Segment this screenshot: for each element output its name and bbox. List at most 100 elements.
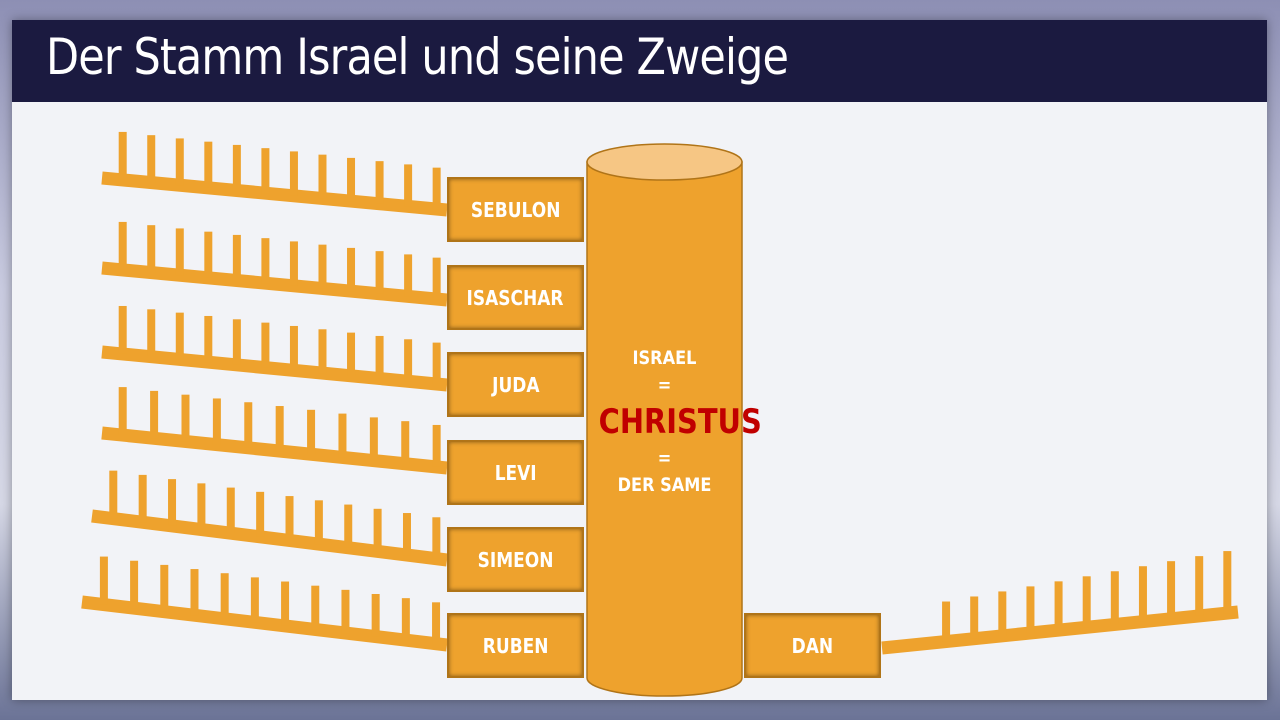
comb-tooth [150,390,159,439]
trunk-line-israel: ISRAEL [632,347,697,369]
comb-tooth [432,342,441,385]
comb-tooth [232,144,241,191]
branch-dan: DAN [744,613,881,678]
comb-bar [91,509,448,567]
comb-tooth [118,221,127,270]
comb-tooth [942,601,951,642]
comb-tooth [314,500,323,545]
comb-tooth [244,402,253,448]
comb-tooth [204,315,213,363]
comb-tooth [347,332,356,376]
trunk-equals: = [657,447,672,469]
trunk-highlight-christus: CHRISTUS [598,402,762,442]
comb-tooth [232,319,241,365]
comb-tooth [204,231,213,278]
comb-bar [101,171,448,217]
comb-tooth [347,157,356,202]
comb-tooth [118,131,127,180]
branch-comb [101,305,448,392]
branch-comb [91,470,448,567]
branch-label: ISASCHAR [467,285,564,310]
comb-tooth [138,474,147,523]
branch-ruben: RUBEN [447,613,584,678]
comb-tooth [371,593,380,637]
branch-comb [881,551,1239,655]
comb-tooth [1138,566,1147,622]
comb-tooth [373,508,382,552]
comb-tooth [147,225,156,273]
comb-tooth [289,325,298,371]
comb-tooth [289,241,298,286]
comb-tooth [432,602,441,644]
branch-comb [101,387,448,475]
comb-tooth [404,164,413,207]
branch-comb [101,221,448,307]
comb-tooth [401,598,410,641]
branch-comb [81,556,448,652]
branch-isaschar: ISASCHAR [447,265,584,330]
comb-tooth [432,424,441,467]
comb-tooth [147,309,156,357]
comb-tooth [311,585,320,630]
comb-tooth [1223,551,1232,614]
comb-tooth [190,569,199,616]
branch-simeon: SIMEON [447,527,584,592]
comb-bar [81,595,448,652]
comb-tooth [1110,571,1119,625]
comb-tooth [226,487,235,534]
branch-label: SIMEON [477,547,554,572]
comb-tooth [261,322,270,368]
comb-tooth [175,228,184,276]
branch-juda: JUDA [447,352,584,417]
comb-bar [101,426,448,475]
comb-tooth [160,564,169,612]
comb-tooth [432,167,441,210]
comb-tooth [109,470,118,519]
comb-tooth [432,257,441,300]
comb-tooth [261,238,270,284]
comb-tooth [147,135,156,183]
comb-tooth [341,589,350,634]
comb-tooth [375,251,384,294]
comb-tooth [118,305,127,354]
comb-tooth [250,577,259,623]
comb-tooth [175,312,184,360]
comb-tooth [347,247,356,292]
slide-title: Der Stamm Israel und seine Zweige [46,28,789,86]
trunk-text: ISRAEL = CHRISTUS = DER SAME [587,345,762,499]
comb-tooth [338,413,347,458]
comb-tooth [375,335,384,379]
title-bar: Der Stamm Israel und seine Zweige [12,20,1267,102]
comb-tooth [1082,576,1091,628]
comb-tooth [118,387,127,436]
comb-tooth [344,504,353,548]
branch-label: JUDA [491,372,540,397]
branch-label: RUBEN [482,633,549,658]
comb-tooth [404,339,413,382]
comb-bar [101,345,448,392]
comb-bar [101,261,448,307]
comb-tooth [197,483,206,530]
comb-tooth [168,479,177,526]
comb-tooth [181,394,190,442]
comb-tooth [130,560,139,609]
comb-tooth [369,417,378,461]
comb-tooth [1195,556,1204,616]
comb-tooth [275,406,284,452]
comb-tooth [1026,586,1035,633]
comb-tooth [1054,581,1063,631]
branch-label: SEBULON [470,197,561,222]
comb-tooth [404,254,413,297]
trunk-line-der-same: DER SAME [617,474,712,496]
comb-tooth [175,138,184,186]
comb-tooth [318,154,327,199]
comb-tooth [204,141,213,188]
comb-tooth [99,556,108,605]
comb-tooth [220,573,229,619]
comb-tooth [212,398,221,445]
trunk-equals: = [657,374,672,396]
comb-tooth [318,244,327,289]
comb-tooth [1167,561,1176,619]
comb-tooth [998,591,1007,636]
